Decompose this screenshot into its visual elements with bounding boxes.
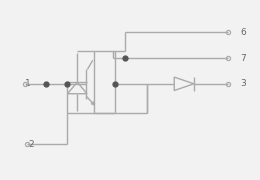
Text: 7: 7 (240, 54, 246, 63)
Text: 3: 3 (240, 79, 246, 88)
Text: 1: 1 (24, 79, 30, 88)
Text: 2: 2 (28, 140, 34, 148)
Text: 6: 6 (240, 28, 246, 37)
